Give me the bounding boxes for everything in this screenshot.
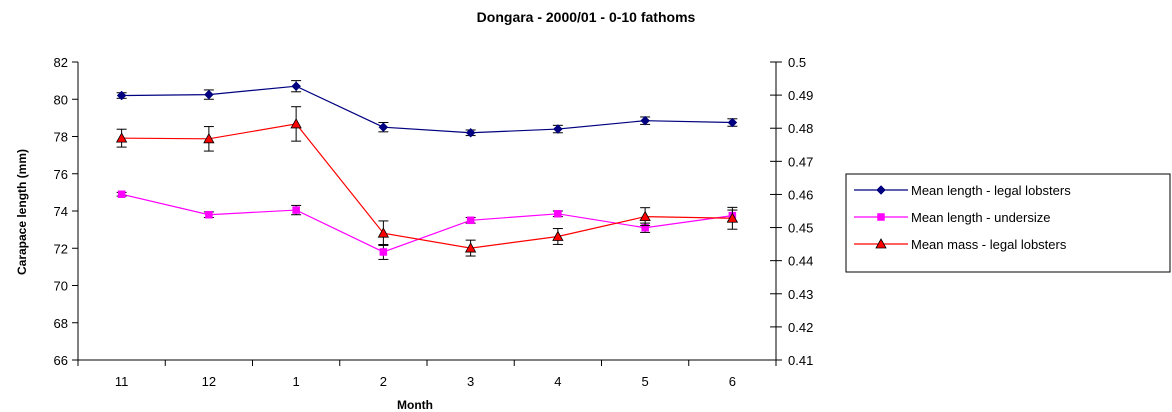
y2-tick-label: 0.47 bbox=[788, 154, 813, 169]
data-point bbox=[204, 89, 214, 100]
y-tick-label: 74 bbox=[54, 204, 68, 219]
legend-marker bbox=[876, 185, 886, 195]
y2-tick-label: 0.48 bbox=[788, 121, 813, 136]
legend-label: Mean mass - legal lobsters bbox=[911, 237, 1067, 252]
y2-tick-label: 0.45 bbox=[788, 221, 813, 236]
x-tick-label: 1 bbox=[293, 374, 300, 389]
legend-item-2: Mean length - undersize bbox=[854, 210, 1050, 225]
data-point bbox=[464, 242, 477, 253]
data-point bbox=[292, 206, 300, 214]
data-point bbox=[727, 117, 738, 128]
y-axis-title: Carapace length (mm) bbox=[15, 149, 29, 275]
data-point bbox=[291, 81, 301, 92]
y-tick-label: 82 bbox=[54, 55, 68, 70]
y2-tick-label: 0.41 bbox=[788, 353, 813, 368]
legend-marker bbox=[875, 238, 887, 249]
legend-item-3: Mean mass - legal lobsters bbox=[854, 237, 1067, 252]
y-tick-label: 70 bbox=[54, 279, 68, 294]
y2-tick-label: 0.46 bbox=[788, 187, 813, 202]
x-tick-label: 4 bbox=[554, 374, 561, 389]
y-tick-label: 78 bbox=[54, 130, 68, 145]
y2-tick-label: 0.49 bbox=[788, 88, 813, 103]
data-point bbox=[640, 115, 650, 126]
x-tick-label: 2 bbox=[380, 374, 387, 389]
data-point bbox=[377, 227, 390, 238]
data-point bbox=[466, 216, 475, 225]
data-point bbox=[554, 210, 562, 218]
legend-item-1: Mean length - legal lobsters bbox=[854, 183, 1071, 198]
data-point bbox=[116, 90, 127, 101]
data-point bbox=[639, 210, 651, 222]
legend: Mean length - legal lobsters Mean length … bbox=[854, 183, 1071, 252]
chart-title: Dongara - 2000/01 - 0-10 fathoms bbox=[477, 9, 696, 25]
y-tick-label: 68 bbox=[54, 316, 68, 331]
y2-tick-label: 0.43 bbox=[788, 287, 813, 302]
y-tick-label: 66 bbox=[54, 353, 68, 368]
y2-tick-label: 0.44 bbox=[788, 254, 813, 269]
data-point bbox=[115, 132, 128, 143]
data-point bbox=[553, 124, 563, 134]
data-point bbox=[205, 210, 213, 219]
data-point bbox=[552, 230, 564, 241]
legend-label: Mean length - legal lobsters bbox=[911, 183, 1071, 198]
x-tick-label: 3 bbox=[467, 374, 474, 389]
data-point bbox=[378, 122, 389, 133]
data-point bbox=[290, 118, 302, 129]
series-3 bbox=[115, 106, 739, 257]
series-layer bbox=[115, 80, 739, 260]
y-tick-label: 80 bbox=[54, 92, 68, 107]
data-point bbox=[203, 132, 215, 144]
series-1 bbox=[116, 80, 738, 138]
y2-tick-label: 0.42 bbox=[788, 320, 813, 335]
x-tick-label: 6 bbox=[729, 374, 736, 389]
y2-tick-label: 0.5 bbox=[788, 55, 806, 70]
x-tick-label: 12 bbox=[202, 374, 216, 389]
y-tick-label: 76 bbox=[54, 167, 68, 182]
data-point bbox=[379, 248, 388, 256]
x-tick-label: 11 bbox=[115, 374, 129, 389]
data-point bbox=[465, 127, 476, 138]
series-line bbox=[121, 193, 733, 253]
x-axis-title: Month bbox=[397, 398, 433, 412]
data-point bbox=[726, 212, 739, 223]
series-line bbox=[121, 85, 733, 134]
series-line bbox=[121, 123, 733, 249]
axes: 66 68 70 72 74 76 78 80 82 0.41 0.42 0.43 0.44 0.45 0.… bbox=[54, 55, 814, 389]
legend-label: Mean length - undersize bbox=[911, 210, 1050, 225]
y-tick-label: 72 bbox=[54, 241, 68, 256]
data-point bbox=[117, 190, 126, 198]
x-tick-label: 5 bbox=[642, 374, 649, 389]
legend-marker bbox=[877, 213, 885, 221]
